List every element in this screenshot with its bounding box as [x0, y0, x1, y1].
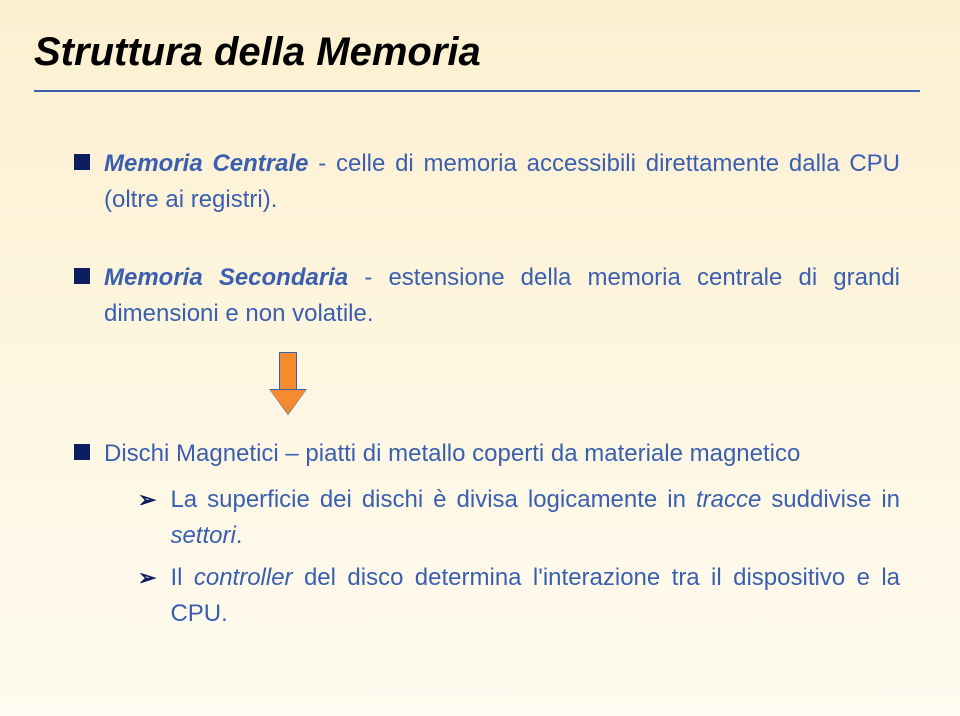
sub-bullet-text: La superficie dei dischi è divisa logica…	[170, 482, 900, 554]
arrow-head-wrap	[270, 390, 306, 414]
text-run: .	[236, 522, 243, 549]
text-run: suddivise in	[761, 486, 900, 513]
text-run: Dischi Magnetici – piatti di metallo cop…	[104, 440, 800, 467]
sub-bullet-text: Il controller del disco determina l'inte…	[170, 560, 900, 632]
bullet-item: Memoria Centrale - celle di memoria acce…	[74, 146, 900, 218]
chevron-bullet-icon: ➢	[138, 560, 156, 596]
arrow-shaft	[279, 352, 297, 390]
square-bullet-icon	[74, 154, 90, 170]
bullet-text-column: Dischi Magnetici – piatti di metallo cop…	[104, 436, 900, 632]
square-bullet-icon	[74, 268, 90, 284]
down-arrow-icon	[270, 352, 306, 414]
bullet-paragraph: Dischi Magnetici – piatti di metallo cop…	[104, 436, 900, 472]
chevron-bullet-icon: ➢	[138, 482, 156, 518]
sub-bullet-item: ➢ Il controller del disco determina l'int…	[138, 560, 900, 632]
text-run: Memoria Secondaria	[104, 264, 348, 291]
bullet-paragraph: Memoria Centrale - celle di memoria acce…	[104, 146, 900, 218]
square-bullet-icon	[74, 444, 90, 460]
bullet-text-column: Memoria Secondaria - estensione della me…	[104, 260, 900, 332]
text-run: La superficie dei dischi è divisa logica…	[170, 486, 696, 513]
bullet-paragraph: Memoria Secondaria - estensione della me…	[104, 260, 900, 332]
text-run: settori	[170, 522, 235, 549]
text-run: tracce	[696, 486, 761, 513]
text-run: controller	[194, 564, 293, 591]
bullet-text-column: Memoria Centrale - celle di memoria acce…	[104, 146, 900, 218]
sub-bullet-item: ➢ La superficie dei dischi è divisa logic…	[138, 482, 900, 554]
bullet-item: Dischi Magnetici – piatti di metallo cop…	[74, 436, 900, 632]
text-run: Il	[170, 564, 193, 591]
bullet-item: Memoria Secondaria - estensione della me…	[74, 260, 900, 332]
slide-body: Memoria Centrale - celle di memoria acce…	[74, 0, 900, 716]
text-run: Memoria Centrale	[104, 150, 308, 177]
arrow-head	[270, 390, 306, 414]
slide: Struttura della Memoria Memoria Centrale…	[0, 0, 960, 716]
